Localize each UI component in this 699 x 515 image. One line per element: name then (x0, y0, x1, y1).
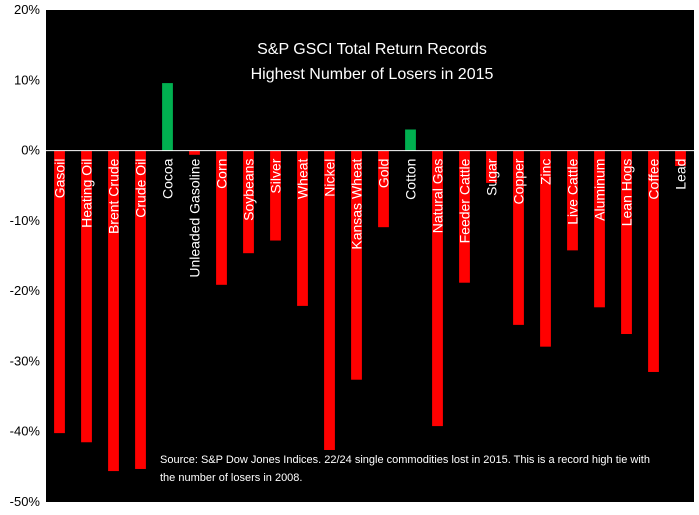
category-label: Silver (268, 158, 284, 193)
category-label: Coffee (646, 158, 662, 199)
bar-aluminum (594, 150, 605, 308)
category-label: Sugar (484, 158, 500, 196)
category-labels: Gasoil Heating Oil Brent Crude Crude Oil Coc… (52, 158, 689, 277)
bar-series (54, 83, 686, 472)
bar-coffee (648, 150, 659, 372)
source-note-line-1: Source: S&P Dow Jones Indices. 22/24 sin… (160, 454, 650, 466)
bar-natural-gas (432, 150, 443, 427)
bar-nickel (324, 150, 335, 450)
y-tick-label: -30% (10, 353, 41, 368)
category-label: Zinc (538, 159, 554, 185)
y-axis: 20% 10% 0% -10% -20% -30% -40% -50% (10, 2, 41, 509)
category-label: Unleaded Gasoline (187, 158, 203, 277)
category-label: Corn (214, 159, 230, 189)
category-label: Wheat (295, 158, 311, 199)
y-tick-label: 0% (21, 143, 40, 158)
category-label: Natural Gas (430, 159, 446, 234)
bar-gold (378, 150, 389, 228)
chart-title: S&P GSCI Total Return Records (257, 41, 487, 58)
bar-brent-crude (108, 150, 119, 472)
category-label: Lean Hogs (619, 159, 635, 227)
category-label: Gold (376, 159, 392, 189)
bar-sugar (486, 150, 497, 183)
chart-subtitle: Highest Number of Losers in 2015 (251, 66, 494, 83)
category-label: Heating Oil (79, 159, 95, 228)
category-label: Brent Crude (106, 158, 122, 234)
bar-unleaded-gasoline (189, 150, 200, 155)
bar-corn (216, 150, 227, 285)
category-label: Cocoa (160, 158, 176, 199)
bar-zinc (540, 150, 551, 347)
bar-kansas-wheat (351, 150, 362, 380)
bar-crude-oil (135, 150, 146, 469)
category-label: Lead (673, 159, 689, 190)
bar-cotton (405, 129, 416, 151)
bar-heating-oil (81, 150, 92, 443)
y-tick-label: 20% (14, 2, 40, 17)
source-note-line-2: the number of losers in 2008. (160, 472, 302, 484)
category-label: Kansas Wheat (349, 158, 365, 249)
bar-silver (270, 150, 281, 241)
y-tick-label: -50% (10, 494, 41, 509)
category-label: Copper (511, 158, 527, 204)
bar-lean-hogs (621, 150, 632, 335)
y-tick-label: -10% (10, 213, 41, 228)
bar-cocoa (162, 83, 173, 151)
bar-feeder-cattle (459, 150, 470, 283)
bar-copper (513, 150, 524, 325)
bar-wheat (297, 150, 308, 306)
bar-lead (675, 150, 686, 167)
y-tick-label: -40% (10, 424, 41, 439)
category-label: Nickel (322, 159, 338, 197)
bar-live-cattle (567, 150, 578, 251)
category-label: Gasoil (52, 159, 68, 199)
category-label: Aluminum (592, 159, 608, 221)
category-label: Feeder Cattle (457, 158, 473, 243)
bar-gasoil (54, 150, 65, 434)
y-tick-label: 10% (14, 72, 40, 87)
plot-background (46, 10, 694, 502)
category-label: Crude Oil (133, 159, 149, 218)
category-label: Soybeans (241, 159, 257, 221)
bar-soybeans (243, 150, 254, 254)
category-label: Live Cattle (565, 158, 581, 224)
y-tick-label: -20% (10, 283, 41, 298)
category-label: Cotton (403, 159, 419, 200)
